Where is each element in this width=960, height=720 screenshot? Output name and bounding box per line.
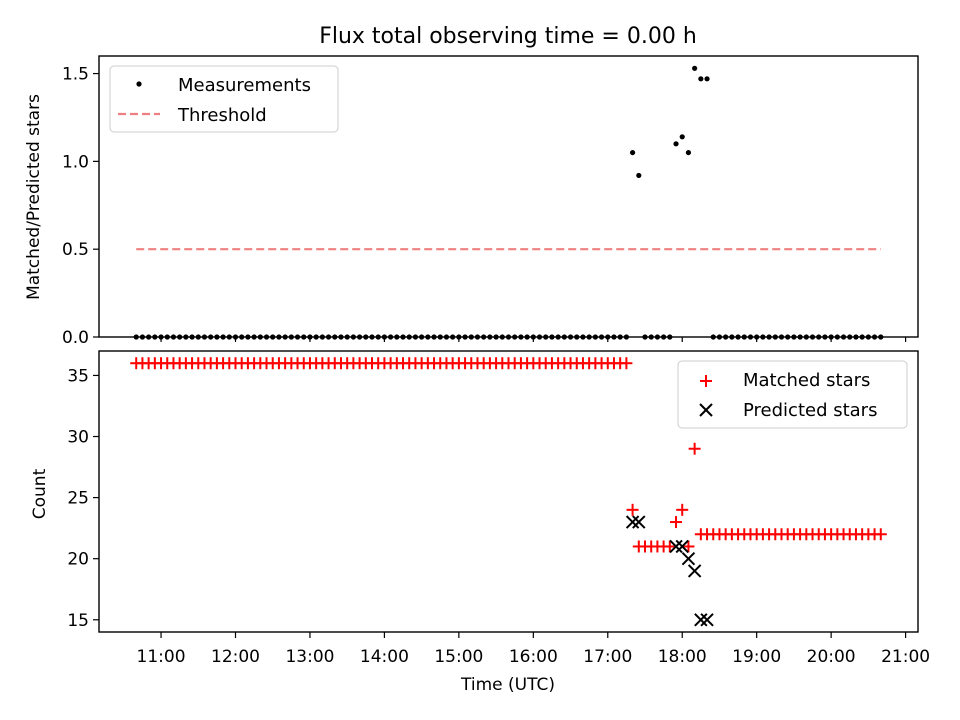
top-legend: Measurements Threshold: [109, 65, 339, 133]
top-legend-box: [109, 65, 339, 133]
measurement-point: [673, 141, 679, 147]
star-count-panel: Count Time (UTC) 15 20 25 30 35 11:00 12:00 13:…: [30, 350, 930, 695]
x-tick-label: 11:00: [137, 647, 186, 667]
legend-predicted-label: Predicted stars: [743, 400, 877, 421]
x-tick-label: 14:00: [360, 647, 409, 667]
legend-measurements-marker: [136, 81, 142, 87]
bottom-y-tick-label: 35: [67, 366, 89, 386]
predicted-star-point: [700, 613, 714, 627]
measurement-point: [679, 134, 685, 140]
x-tick-label: 12:00: [211, 647, 260, 667]
x-axis-label: Time (UTC): [460, 675, 555, 695]
bottom-legend: Matched stars Predicted stars: [677, 360, 908, 429]
predicted-star-point: [669, 539, 683, 554]
bottom-y-axis-label: Count: [30, 468, 50, 519]
measurement-point: [636, 172, 642, 179]
matched-star-point: [626, 503, 639, 516]
measurement-point: [698, 76, 704, 82]
matched-star-point: [663, 540, 676, 553]
matched-star-point: [874, 528, 887, 541]
matched-star-point: [676, 503, 689, 516]
bottom-plot-frame: [98, 350, 919, 633]
bottom-y-tick-label: 20: [67, 550, 89, 570]
measurement-point: [685, 149, 692, 156]
predicted-star-point-b: [675, 539, 689, 554]
legend-matched-label: Matched stars: [743, 370, 870, 391]
predicted-star-point-b: [669, 539, 683, 554]
measurement-point: [704, 76, 710, 82]
predicted-star-point-b: [700, 613, 714, 627]
predicted-star-point-b: [687, 564, 702, 578]
predicted-star-point: [625, 515, 640, 529]
x-tick-label: 18:00: [658, 647, 707, 667]
predicted-star-point-b: [694, 613, 708, 627]
x-tick-label: 15:00: [434, 647, 483, 667]
bottom-y-tick-label: 30: [67, 428, 89, 448]
measurement-point: [629, 149, 636, 156]
legend-measurements-label: Measurements: [178, 75, 311, 96]
bottom-y-tick-label: 25: [67, 489, 89, 509]
x-tick-label: 21:00: [881, 647, 930, 667]
top-y-tick-label: 0.5: [62, 240, 89, 260]
chart-title: Flux total observing time = 0.00 h: [319, 24, 697, 49]
predicted-star-point-b: [632, 515, 646, 529]
top-y-tick-label: 1.0: [62, 152, 89, 172]
predicted-star-point-b: [681, 551, 696, 566]
predicted-star-point: [675, 539, 689, 554]
predicted-star-point: [632, 515, 646, 529]
predicted-star-point: [681, 551, 696, 566]
predicted-star-point-b: [625, 515, 640, 529]
legend-threshold-label: Threshold: [177, 105, 267, 126]
x-tick-label: 17:00: [583, 647, 632, 667]
matched-star-point: [682, 540, 695, 553]
matched-star-point: [688, 442, 701, 455]
matched-star-point: [620, 357, 633, 370]
predicted-star-point: [687, 564, 702, 578]
x-tick-label: 19:00: [732, 647, 781, 667]
legend-matched-marker: [700, 375, 712, 387]
bottom-y-tick-label: 15: [67, 611, 89, 631]
x-tick-label: 16:00: [509, 647, 558, 667]
x-tick-label: 13:00: [285, 647, 334, 667]
legend-predicted-marker: [699, 403, 713, 417]
bottom-legend-box: [677, 360, 908, 429]
x-tick-label: 20:00: [807, 647, 856, 667]
flux-ratio-panel: Flux total observing time = 0.00 h Match…: [24, 24, 919, 348]
top-y-tick-label: 0.0: [62, 328, 89, 348]
top-y-axis-label: Matched/Predicted stars: [24, 94, 44, 300]
predicted-star-point: [694, 613, 708, 627]
top-y-tick-label: 1.5: [62, 65, 89, 85]
top-plot-frame: [98, 55, 919, 338]
matched-star-point: [670, 516, 683, 529]
measurement-point: [692, 65, 698, 71]
